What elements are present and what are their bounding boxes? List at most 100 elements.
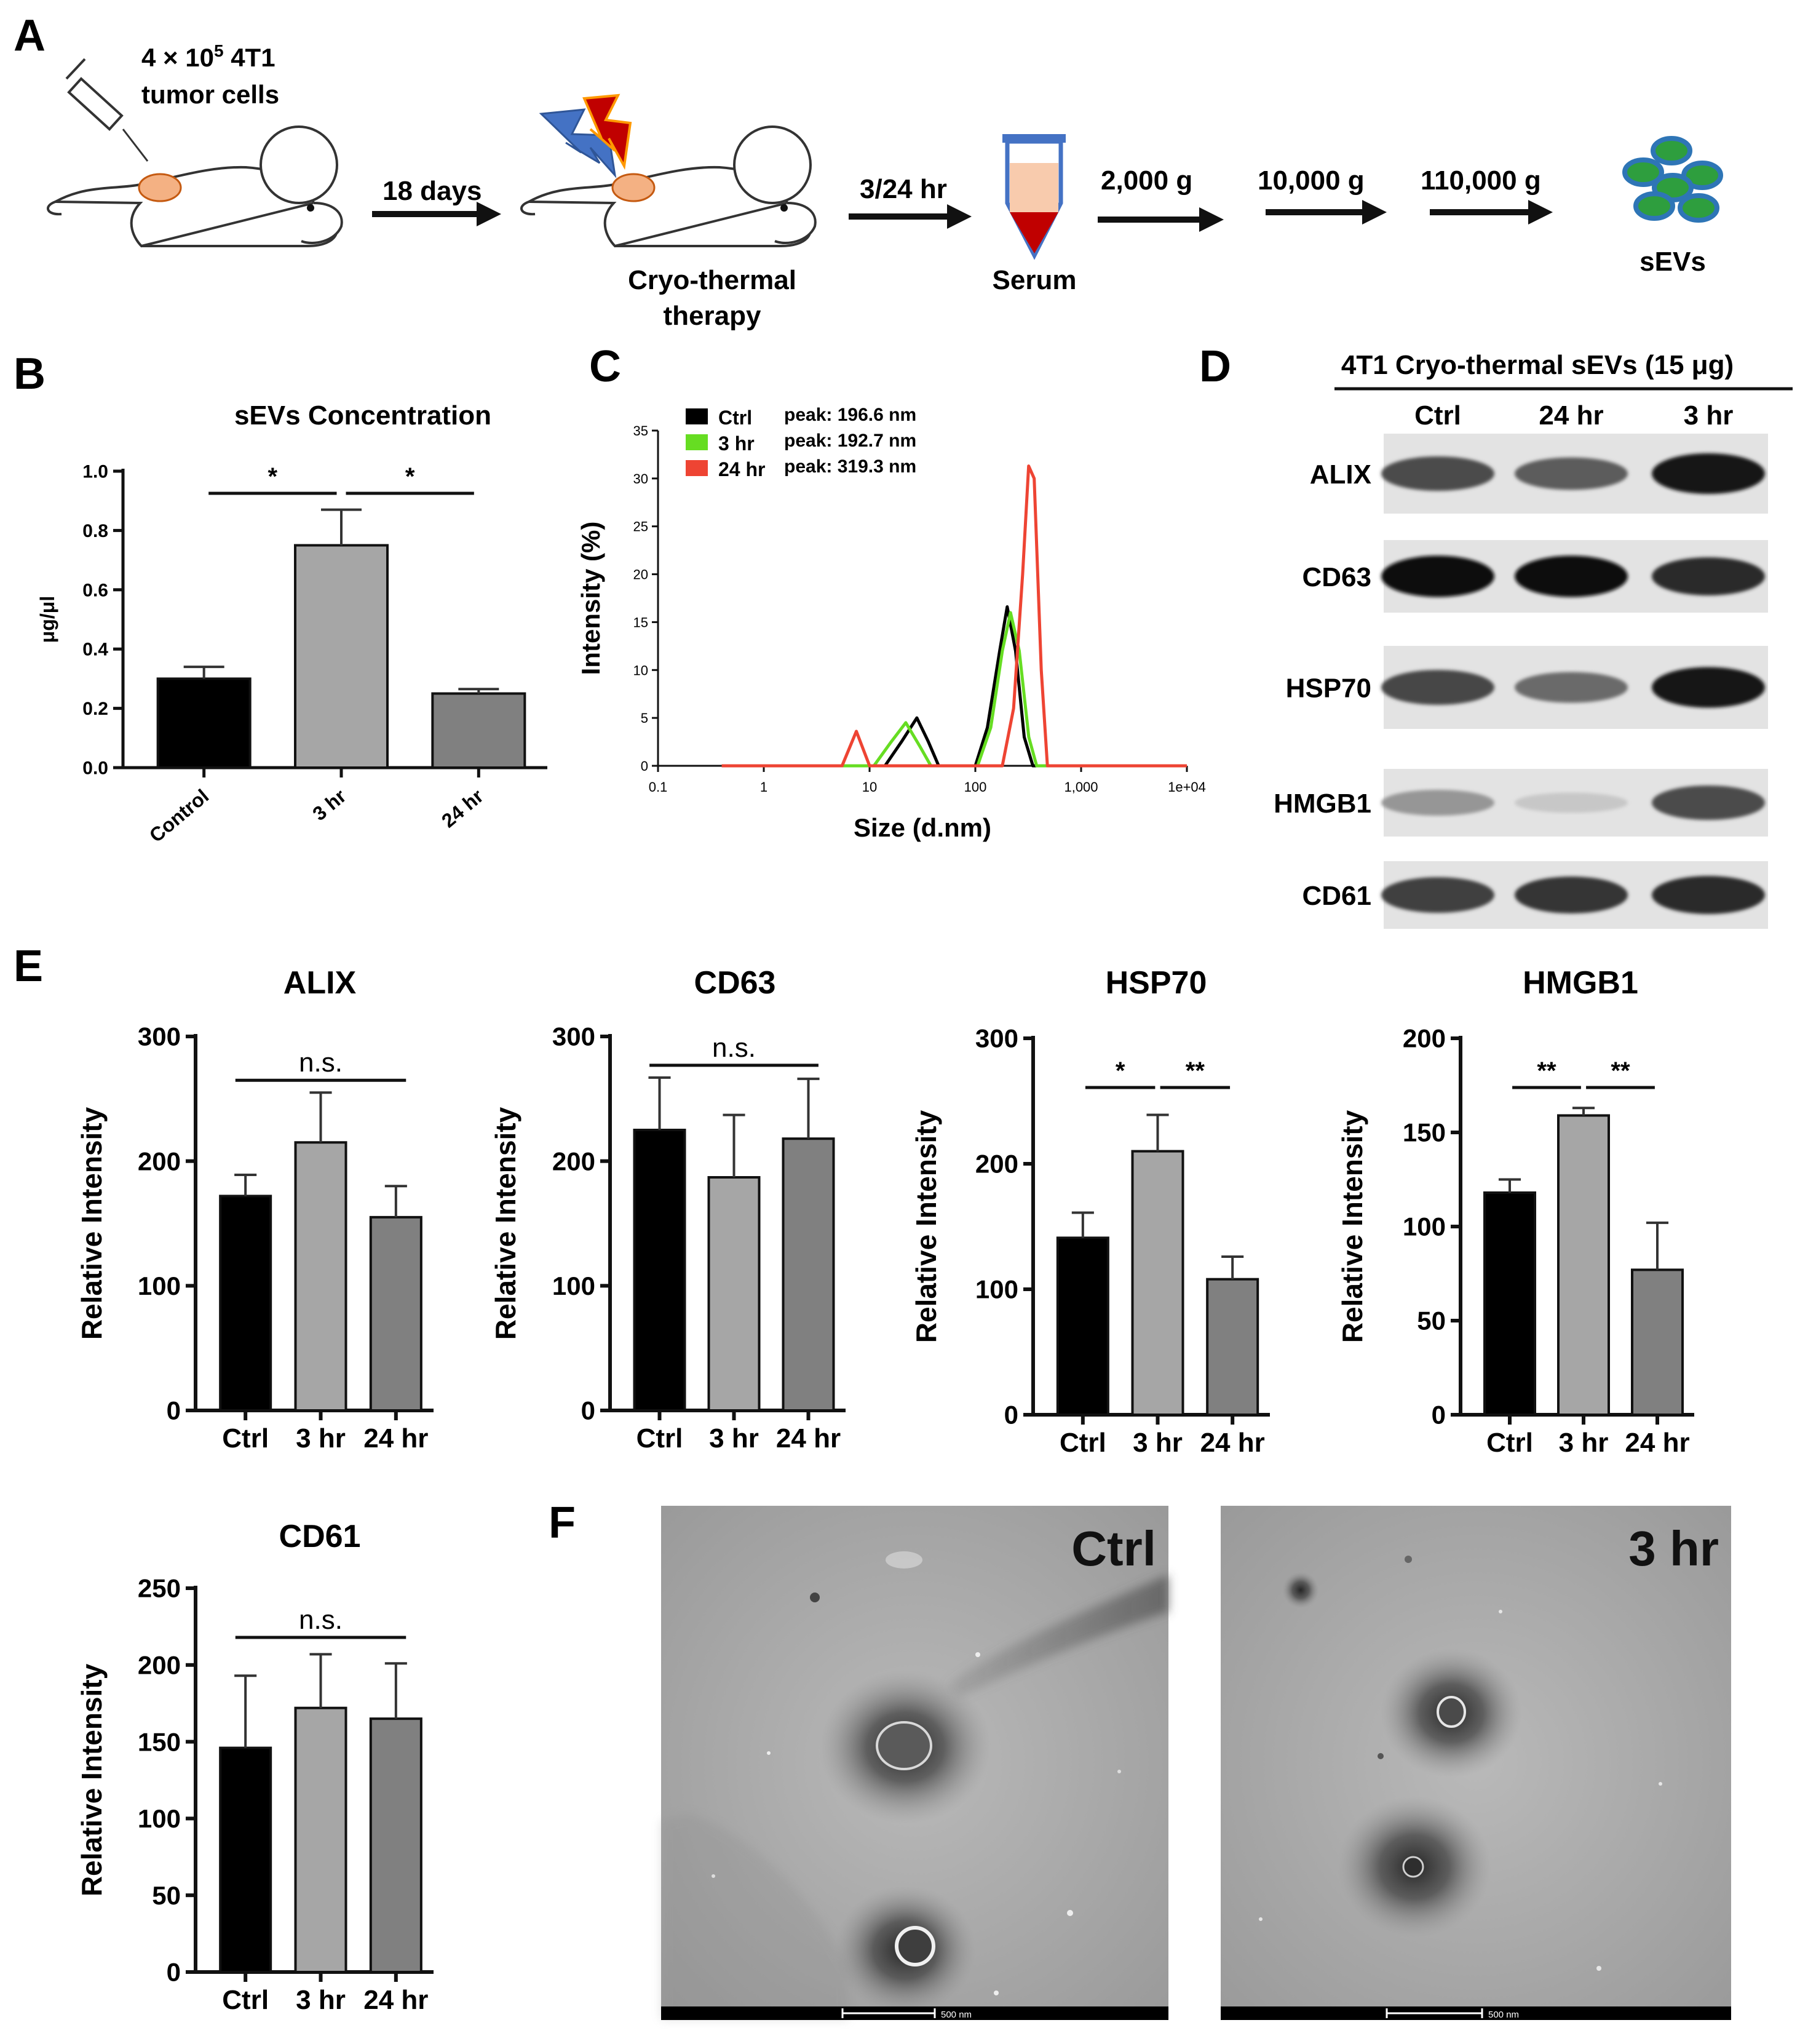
y-tick-label: 30 [633,471,648,487]
significance-label: ** [1537,1057,1556,1084]
y-tick-label: 0 [1004,1401,1018,1430]
y-tick-label: 0.6 [82,580,108,600]
y-axis-label: Relative Intensity [76,1663,108,1896]
blot-band [1652,785,1765,820]
blot-band [1515,792,1628,813]
lane-label: Ctrl [1414,400,1461,431]
x-tick-label: Ctrl [222,1423,269,1453]
y-tick-label: 150 [1403,1118,1446,1147]
x-tick-label: Ctrl [1060,1428,1106,1458]
y-tick-label: 15 [633,614,648,630]
x-tick-label: 1e+04 [1168,779,1206,795]
y-tick-label: 100 [1403,1212,1446,1241]
x-tick-label: 24 hr [1200,1428,1265,1458]
mouse-2-icon [520,125,817,248]
x-tick-label: 3 hr [296,1423,346,1453]
significance-label: n.s. [712,1033,756,1063]
panel-letter-a: A [14,11,46,60]
legend-swatch [686,460,708,476]
x-tick-label: 3 hr [308,785,350,825]
x-tick-label: Ctrl [222,1985,269,2015]
blot-band [1381,877,1494,913]
chart-e-cd63: CD63 Relative Intensity 0 100 200 300 Ctrl 3 hr… [490,965,846,1453]
y-tick-label: 300 [975,1024,1018,1053]
y-tick-label: 100 [138,1804,181,1833]
lane-label: 3 hr [1684,400,1734,431]
y-tick-label: 200 [138,1147,181,1175]
chart-title: HSP70 [1106,965,1207,1001]
serum-tube-icon [1002,134,1066,260]
schematic-panel: 4 × 105 4T1 tumor cells 18 days [47,41,1723,331]
vesicle-icon [895,1926,935,1966]
bar [156,677,252,769]
x-tick-label: Ctrl [1486,1428,1533,1458]
x-tick-label: 3 hr [296,1985,346,2015]
blot-band [1381,456,1494,491]
serum-label: Serum [993,265,1077,295]
y-axis-label: μg/μl [36,596,58,643]
spin-2000g-label: 2,000 g [1101,165,1192,196]
x-tick-label: 24 hr [437,785,488,832]
y-tick-label: 300 [138,1022,181,1051]
legend-peak: peak: 192.7 nm [784,431,916,451]
scale-bar-label-ctrl: 500 nm [941,2010,972,2020]
x-tick-label: 24 hr [363,1423,428,1453]
tumor-1-icon [138,173,182,202]
bar [1131,1150,1184,1416]
arrow-3-icon [1098,207,1224,232]
step-18-days-label: 18 days [383,176,482,206]
bar [369,1215,422,1412]
arrow-4-icon [1266,200,1387,225]
y-tick-label: 200 [975,1150,1018,1179]
y-tick-label: 100 [975,1275,1018,1304]
series-line [721,605,1187,768]
y-axis-label: Relative Intensity [76,1107,108,1340]
bar [369,1717,422,1973]
blot-header: 4T1 Cryo-thermal sEVs (15 μg) [1341,350,1734,380]
y-tick-label: 0.4 [82,640,108,660]
significance-label: * [1116,1057,1125,1084]
legend-swatch [686,434,708,450]
blot-band [1515,457,1628,490]
y-axis-label: Intensity (%) [576,522,605,675]
x-tick-label: 24 hr [776,1423,841,1453]
y-tick-label: 0 [641,758,648,774]
y-tick-label: 100 [552,1271,595,1300]
y-tick-label: 200 [138,1651,181,1680]
chart-title: CD63 [694,965,776,1001]
blot-band [1652,667,1765,708]
series-line [721,611,1187,768]
tumor-2-icon [611,173,656,202]
arrow-2-icon [849,204,972,229]
y-axis-label: Relative Intensity [910,1110,942,1343]
bar [707,1176,761,1412]
sevs-label: sEVs [1639,247,1706,277]
lane-label: 24 hr [1539,400,1603,431]
blot-band [1652,876,1765,914]
vesicle-icon [876,1721,932,1770]
panel-letter-f: F [549,1498,576,1548]
significance-label: * [268,463,278,490]
blot-band [1515,672,1628,703]
bar [782,1137,835,1412]
x-tick-label: 3 hr [1133,1428,1183,1458]
y-tick-label: 0.2 [82,699,108,719]
bar [1056,1236,1109,1416]
scale-bar-label-3hr: 500 nm [1488,2010,1519,2020]
x-tick-label: 24 hr [363,1985,428,2015]
x-tick-label: Control [145,785,213,847]
y-tick-label: 10 [633,662,648,678]
bar [219,1195,272,1412]
x-tick-label: 1,000 [1064,779,1098,795]
y-axis-label: Relative Intensity [1336,1110,1368,1343]
mouse-1-icon [47,125,343,248]
significance-label: n.s. [299,1048,343,1078]
y-tick-label: 200 [552,1147,595,1175]
bar [294,1141,347,1412]
spin-10000g-label: 10,000 g [1258,165,1365,196]
treatment-label-line2: therapy [664,301,761,331]
chart-title: sEVs Concentration [234,400,491,431]
bar [1483,1191,1536,1417]
legend-label: Ctrl [718,407,752,429]
y-tick-label: 100 [138,1271,181,1300]
